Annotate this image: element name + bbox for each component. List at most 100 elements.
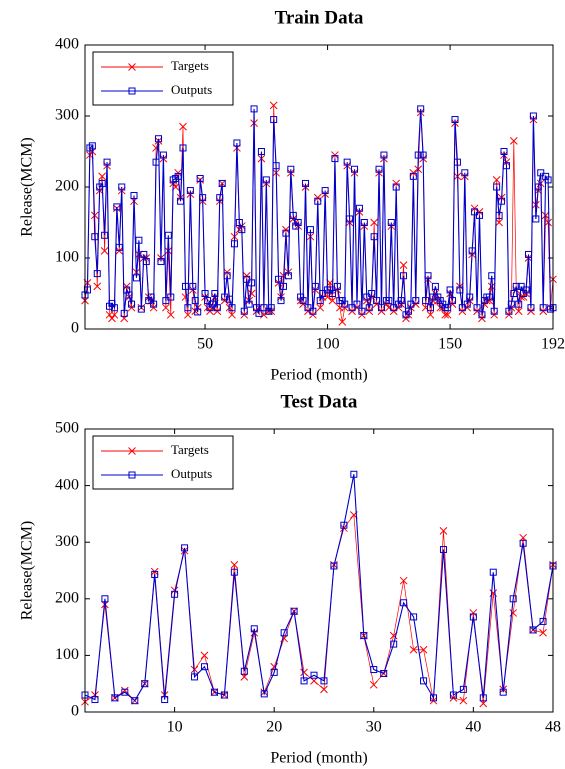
square-marker [201, 290, 209, 297]
square-marker [169, 176, 177, 184]
square-marker [387, 219, 395, 226]
x-marker [478, 314, 486, 323]
square-marker [96, 183, 104, 191]
square-marker [311, 282, 319, 290]
y-axis-label: Release(MCM) [19, 137, 36, 237]
square-marker [485, 293, 493, 301]
square-marker [120, 309, 128, 317]
x-marker [108, 314, 116, 323]
square-marker [529, 626, 537, 634]
x-marker [399, 261, 408, 269]
x-marker [399, 576, 408, 585]
square-marker [141, 680, 149, 688]
square-marker [365, 304, 373, 312]
square-marker [449, 297, 457, 305]
x-tick-label: 100 [316, 336, 340, 353]
square-marker [429, 293, 437, 301]
square-marker [238, 226, 246, 234]
square-marker [468, 247, 476, 255]
square-marker [392, 183, 400, 191]
x-marker [409, 168, 418, 177]
square-marker [297, 293, 305, 301]
square-marker [91, 696, 99, 704]
y-tick-label: 200 [55, 589, 79, 606]
square-marker [509, 595, 517, 603]
square-marker [330, 562, 338, 570]
square-marker [194, 308, 202, 316]
square-marker [211, 290, 219, 297]
legend-label: Outputs [171, 466, 212, 481]
square-marker [338, 297, 346, 305]
square-marker [510, 290, 518, 297]
x-marker [338, 318, 347, 326]
square-marker [527, 304, 535, 312]
x-marker [228, 310, 236, 319]
square-marker [537, 169, 545, 177]
square-marker [480, 297, 488, 305]
square-marker [498, 197, 506, 205]
square-marker [390, 304, 398, 312]
chart-title: Train Data [275, 7, 364, 28]
square-marker [88, 142, 96, 150]
square-marker [380, 151, 388, 159]
square-marker [174, 172, 182, 180]
x-marker [188, 286, 197, 294]
y-tick-label: 400 [55, 476, 79, 493]
square-marker [544, 176, 552, 184]
x-marker [487, 282, 496, 291]
square-marker [512, 282, 520, 290]
x-marker [300, 668, 308, 677]
y-tick-label: 100 [55, 646, 79, 663]
square-marker [519, 539, 527, 547]
square-marker [230, 568, 238, 576]
x-marker [544, 218, 552, 227]
square-marker [290, 607, 298, 615]
x-marker [110, 310, 119, 319]
x-axis-label: Period (month) [270, 367, 367, 384]
square-marker [200, 663, 208, 671]
x-tick-label: 50 [197, 336, 213, 353]
square-marker [171, 590, 179, 598]
square-marker [226, 295, 234, 303]
square-marker [159, 151, 167, 159]
series-line [84, 108, 554, 317]
x-marker [213, 307, 222, 316]
square-marker [199, 194, 207, 202]
x-marker [419, 645, 428, 654]
x-marker [309, 310, 317, 319]
square-marker [360, 219, 368, 226]
square-marker [284, 272, 292, 280]
square-marker [130, 192, 138, 200]
square-marker [177, 197, 185, 205]
square-marker [453, 158, 461, 166]
square-marker [463, 300, 471, 308]
square-marker [368, 290, 376, 297]
square-marker [255, 309, 263, 317]
square-marker [123, 286, 131, 294]
x-marker [100, 247, 109, 255]
x-marker [206, 307, 214, 316]
square-marker [400, 272, 408, 280]
square-marker [181, 282, 189, 290]
x-marker [377, 307, 386, 316]
square-marker [358, 307, 366, 315]
x-marker [409, 645, 418, 654]
x-marker [348, 307, 356, 316]
square-marker [191, 297, 199, 305]
square-marker [461, 169, 469, 177]
y-tick-label: 300 [55, 107, 79, 124]
x-marker [200, 651, 209, 660]
square-marker [289, 211, 297, 219]
square-marker [436, 297, 444, 305]
square-marker [439, 300, 447, 308]
square-marker [147, 293, 155, 301]
square-marker [534, 183, 542, 191]
x-marker [190, 665, 199, 674]
square-marker [121, 688, 129, 696]
series-line [84, 474, 554, 702]
square-marker [314, 197, 322, 205]
square-marker [216, 194, 224, 202]
x-marker [439, 527, 448, 535]
x-tick-label: 30 [366, 719, 382, 736]
x-marker [509, 609, 518, 617]
